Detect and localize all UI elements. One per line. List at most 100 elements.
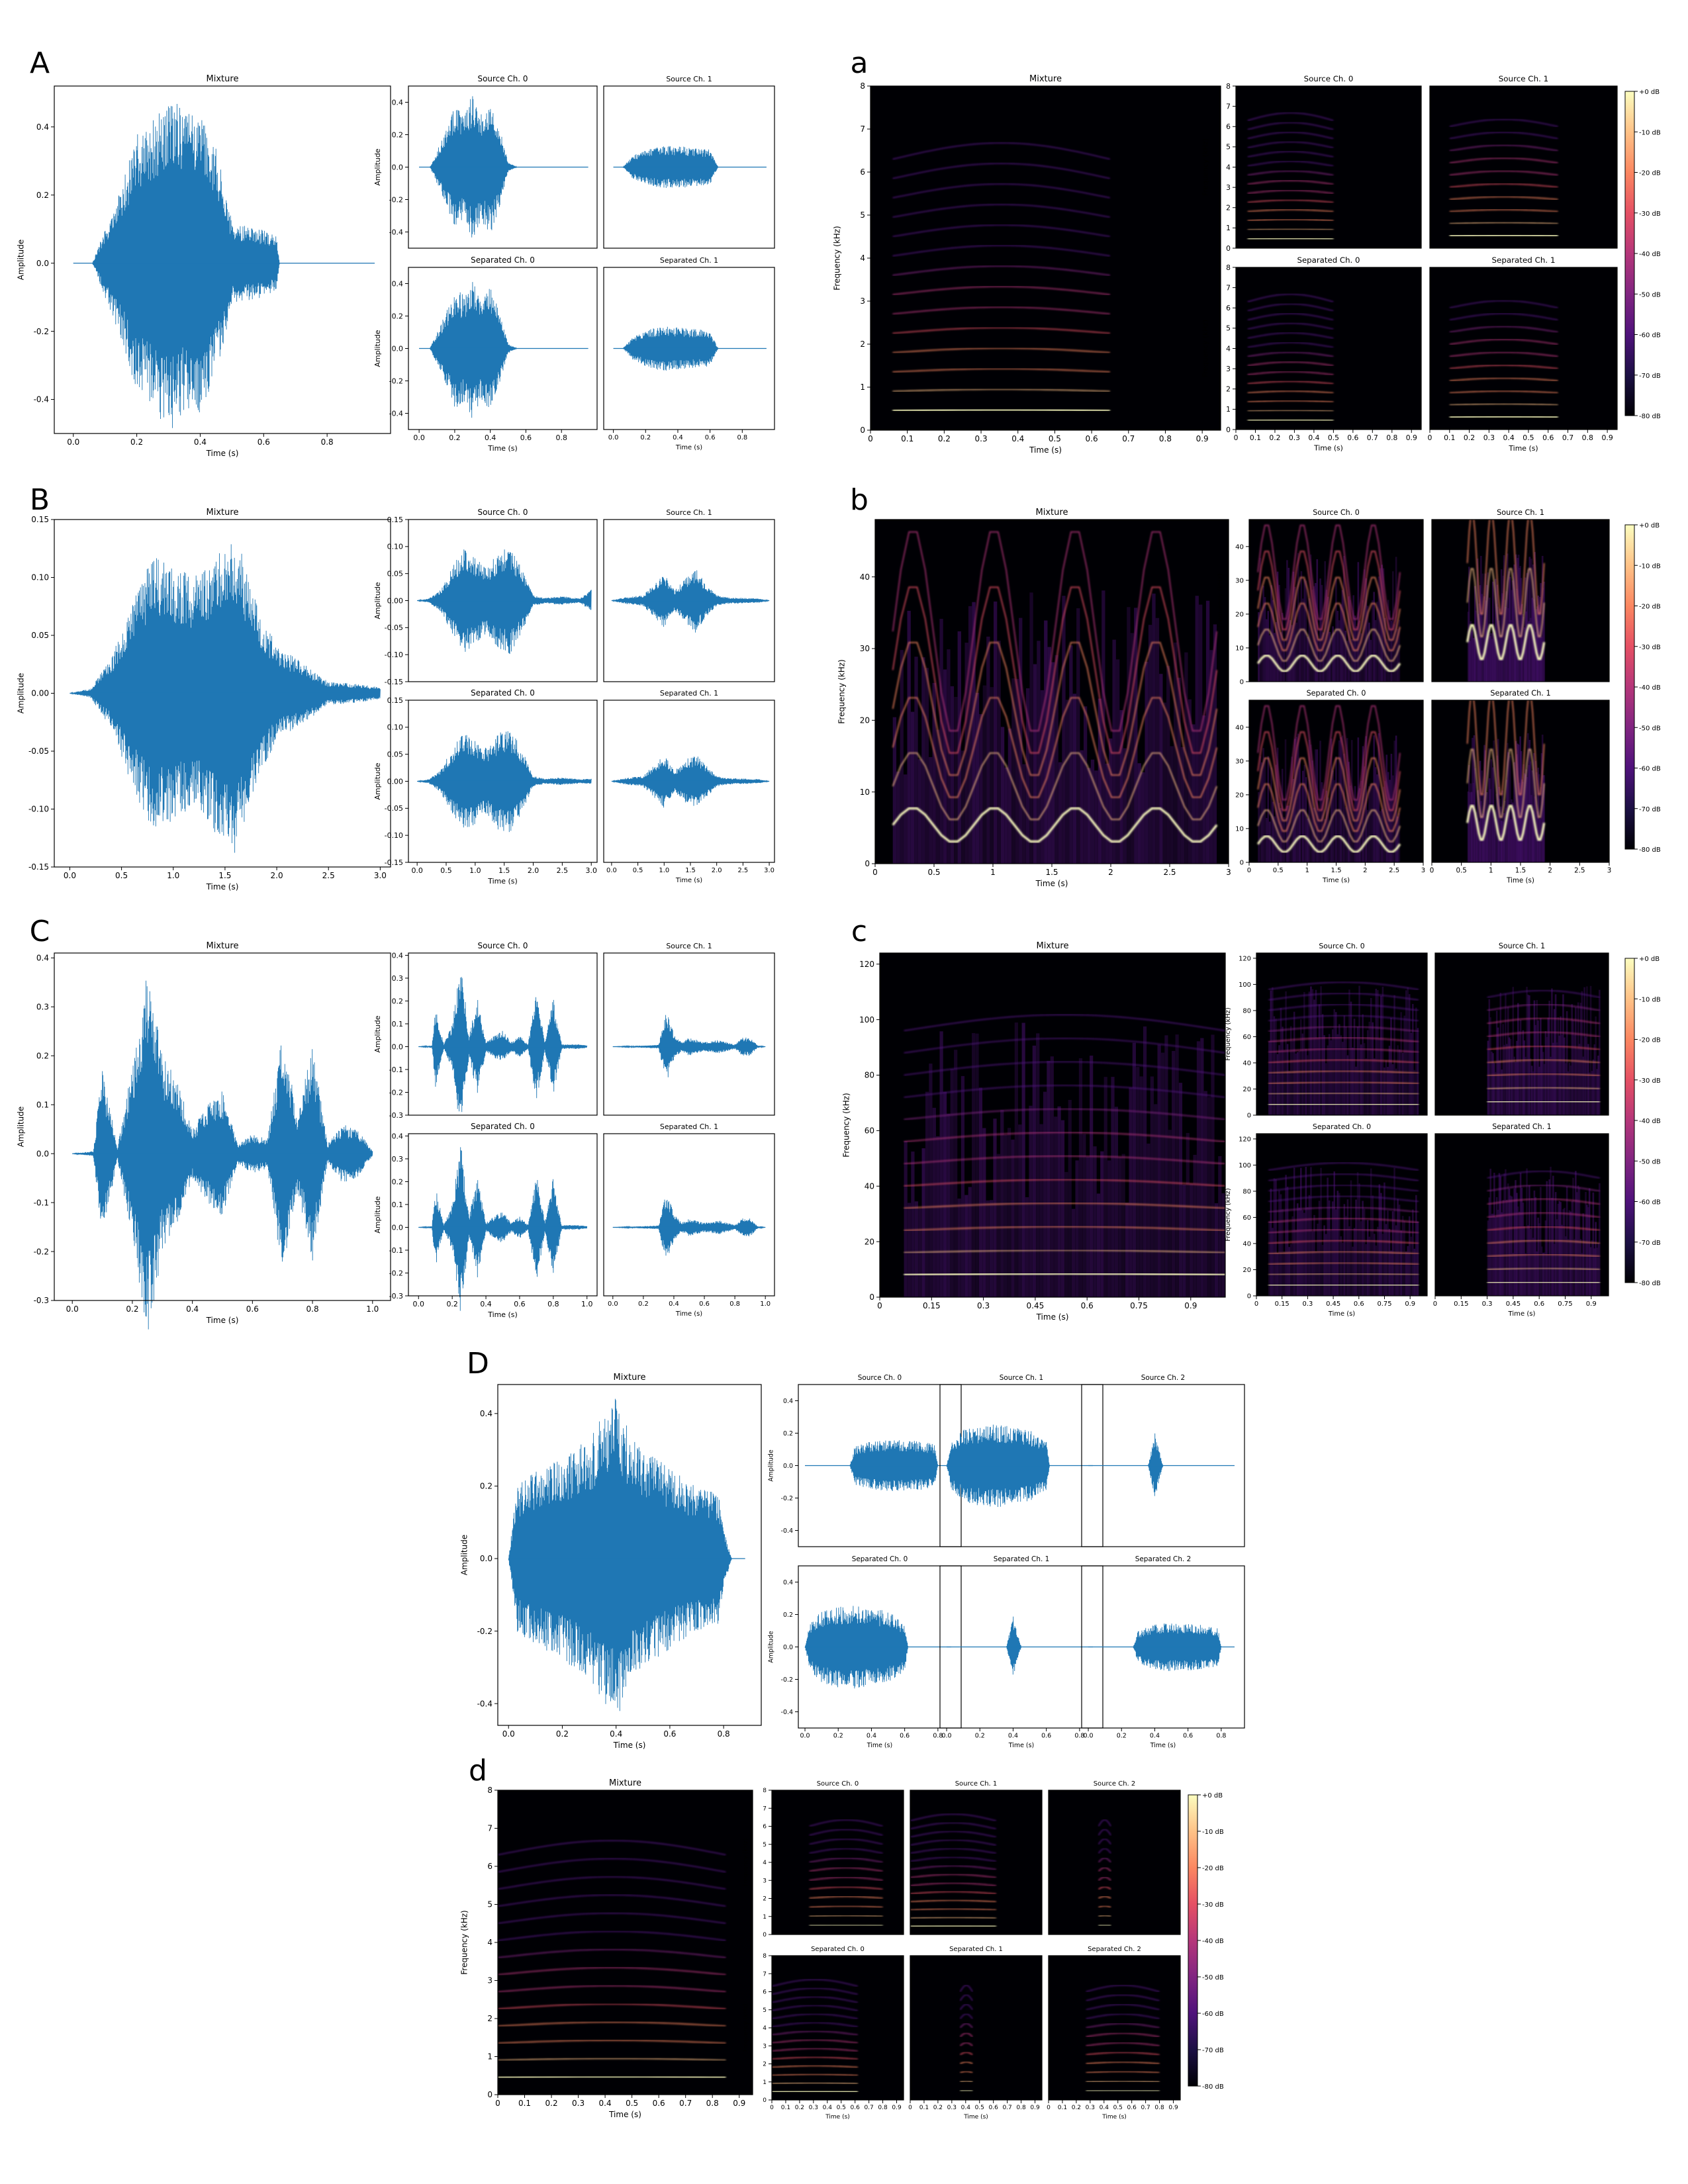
panel-d-separated-ch-2-harmonic	[1086, 1994, 1160, 2001]
panel-c-source-ch-1-noise-band	[1501, 1069, 1503, 1115]
panel-c-mixture-noise-band	[1200, 1038, 1204, 1297]
panel-b-mixture-harmonic	[892, 807, 1218, 843]
panel-b-mixture-noise-band	[1184, 652, 1188, 864]
panel-b-separated-ch-1-noise-band	[1501, 790, 1503, 862]
panel-d-source-ch-2-harmonic	[1098, 1829, 1112, 1836]
panel-b-source-ch-0-noise-band	[1295, 622, 1298, 682]
panel-A-separated-ch-1-title: Separated Ch. 1	[660, 256, 718, 265]
colorbar-a: +0 dB-10 dB-20 dB-30 dB-40 dB-50 dB-60 d…	[1624, 89, 1661, 420]
panel-c-source-ch-0-noise-band	[1363, 1043, 1366, 1115]
panel-d-separated-ch-1-xtick-label: 0.3	[947, 2105, 957, 2111]
colorbar-a-tick-label: -40 dB	[1639, 251, 1661, 258]
panel-d-mixture-background	[498, 1790, 753, 2095]
panel-c-separated-ch-1-harmonic	[1487, 1226, 1601, 1232]
panel-c-mixture-xtick-label: 0.6	[1081, 1301, 1094, 1310]
panel-c-source-ch-0-noise-band	[1268, 1041, 1270, 1115]
panel-b-separated-ch-0-noise-band	[1286, 805, 1288, 862]
panel-b-source-ch-0-noise-band	[1343, 555, 1345, 682]
panel-letter-a: a	[851, 46, 868, 80]
panel-c-separated-ch-1-noise-band	[1495, 1197, 1498, 1296]
panel-a-source-ch-1-harmonic	[1449, 170, 1558, 176]
panel-B-separated-ch-1-xtick-label: 1.5	[685, 867, 696, 874]
panel-B-separated-ch-0-ytick-label: 0.05	[387, 751, 403, 759]
panel-c-separated-ch-1-noise-band	[1532, 1238, 1534, 1296]
panel-d-mixture-xlabel: Time (s)	[608, 2110, 641, 2119]
panel-b-separated-ch-1-noise-band	[1489, 789, 1491, 862]
panel-c-source-ch-0-noise-band	[1321, 1014, 1324, 1115]
panel-d-separated-ch-0-spectrum	[772, 1979, 859, 2093]
panel-C-source-ch-0-ytick-label: 0.0	[392, 1042, 403, 1051]
panel-b-separated-ch-0-noise-band	[1379, 811, 1382, 862]
panel-c-source-ch-1-noise-band	[1560, 1016, 1562, 1115]
panel-c-mixture-noise-band	[1039, 1124, 1043, 1297]
panel-b-separated-ch-1-noise-band	[1519, 782, 1521, 862]
panel-c-mixture-noise-band	[1221, 1193, 1225, 1297]
colorbar-b-tick-label: -20 dB	[1639, 604, 1661, 611]
panel-c-separated-ch-0-noise-band	[1321, 1244, 1324, 1296]
panel-b-separated-ch-1-noise-band	[1494, 809, 1497, 862]
panel-d-separated-ch-1: Separated Ch. 10 0.1 0.2 0.3 0.4 0.5 0.6 0.7 0.8…	[908, 1946, 1043, 2120]
panel-D-mixture-title: Mixture	[614, 1373, 646, 1383]
panel-b-source-ch-0-noise-band	[1378, 576, 1380, 682]
panel-d-source-ch-0-harmonic	[809, 1876, 883, 1882]
panel-c-source-ch-0-noise-band	[1278, 1045, 1280, 1115]
panel-c-mixture-noise-band	[1175, 1034, 1179, 1297]
panel-c-source-ch-0-noise-band	[1382, 987, 1384, 1115]
panel-d-separated-ch-0-ytick-label: 4	[763, 2025, 767, 2032]
panel-b-separated-ch-0-xtick-label: 2	[1363, 867, 1367, 874]
panel-b-source-ch-1-noise-band	[1467, 612, 1470, 682]
panel-B-separated-ch-0-frame	[408, 700, 598, 863]
panel-b-separated-ch-1-noise-band	[1492, 767, 1494, 862]
panel-b-mixture-xlabel: Time (s)	[1035, 879, 1068, 888]
panel-D-mixture-ylabel: Amplitude	[460, 1535, 469, 1576]
panel-b-separated-ch-0-noise-band	[1297, 733, 1299, 862]
panel-B-separated-ch-0-xlabel: Time (s)	[487, 877, 518, 886]
panel-c-separated-ch-0-noise-band	[1338, 1193, 1340, 1296]
panel-b-source-ch-1-noise-band	[1538, 596, 1541, 682]
panel-b-separated-ch-0-frame	[1248, 700, 1424, 863]
panel-d-source-ch-1-title: Source Ch. 1	[955, 1780, 998, 1788]
panel-c-source-ch-0-noise-band	[1291, 1040, 1293, 1115]
panel-c-source-ch-1-noise-band	[1530, 1066, 1533, 1115]
panel-c-separated-ch-0-noise-band	[1380, 1193, 1382, 1296]
panel-a-source-ch-0-harmonic	[1247, 112, 1334, 121]
panel-a-separated-ch-1-xtick-label: 0.2	[1464, 433, 1475, 442]
panel-b-source-ch-1-noise-band	[1520, 578, 1523, 682]
panel-B-mixture-waveform-line	[70, 544, 381, 853]
panel-c-separated-ch-0-harmonic	[1268, 1217, 1419, 1224]
panel-a-mixture-harmonic	[892, 142, 1111, 160]
panel-b-source-ch-1-noise-band	[1517, 555, 1520, 682]
panel-b-source-ch-0-noise-band	[1341, 590, 1344, 682]
panel-c-mixture-noise-band	[1178, 1083, 1183, 1297]
panel-c-source-ch-1-noise-band	[1548, 1000, 1550, 1115]
panel-c-mixture-noise-band	[1190, 1183, 1194, 1297]
panel-a-source-ch-0-frame	[1235, 85, 1422, 249]
panel-c-source-ch-1-frame	[1434, 952, 1609, 1116]
panel-A-separated-ch-1-xtick-label: 0.6	[705, 434, 716, 441]
panel-c-source-ch-1-noise-band	[1575, 1048, 1578, 1115]
panel-a-source-ch-1-title: Source Ch. 1	[1499, 74, 1548, 83]
panel-b-source-ch-0-spectrum	[1256, 524, 1401, 682]
panel-C-source-ch-1: Source Ch. 1	[603, 942, 775, 1116]
panel-b-source-ch-1-noise-band	[1525, 611, 1528, 682]
panel-c-separated-ch-1-noise-band	[1526, 1168, 1528, 1296]
panel-c-separated-ch-0-noise-band	[1299, 1167, 1302, 1296]
panel-b-separated-ch-0-xtick-label: 1	[1305, 867, 1309, 874]
panel-b-source-ch-1-noise-band	[1521, 604, 1523, 682]
panel-c-separated-ch-0-noise-band	[1318, 1201, 1321, 1296]
panel-b-separated-ch-0-noise-band	[1289, 796, 1291, 862]
panel-c-separated-ch-0-noise-band	[1398, 1205, 1401, 1296]
panel-b-separated-ch-0-noise-band	[1371, 783, 1374, 862]
panel-d-source-ch-0-ytick-label: 0	[763, 1932, 767, 1938]
panel-c-separated-ch-0-noise-band	[1401, 1216, 1404, 1296]
colorbar-b-tick-label: -30 dB	[1639, 644, 1661, 651]
panel-b-separated-ch-0-noise-band	[1319, 741, 1321, 862]
panel-c-source-ch-1-noise-band	[1551, 988, 1553, 1115]
panel-c-mixture-noise-band	[1014, 1022, 1018, 1297]
panel-b-separated-ch-1-noise-band	[1470, 783, 1472, 862]
panel-d-source-ch-0-harmonic	[809, 1867, 883, 1872]
panel-b-separated-ch-0-noise-band	[1341, 735, 1344, 862]
panel-a-separated-ch-0-harmonic	[1247, 303, 1334, 312]
